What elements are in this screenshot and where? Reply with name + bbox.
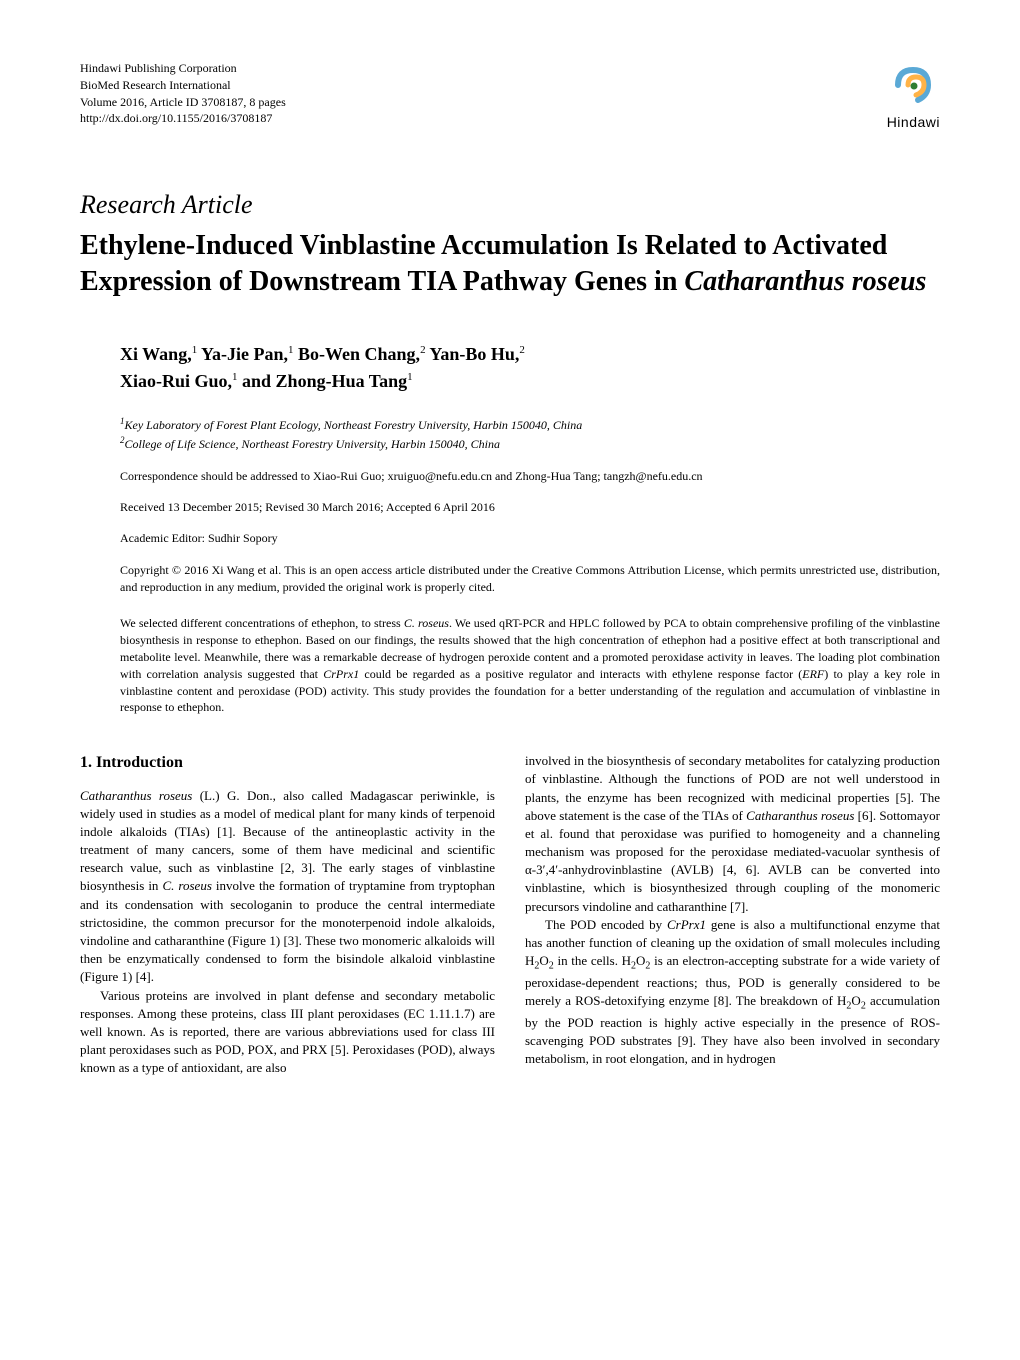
affiliations: 1Key Laboratory of Forest Plant Ecology,… [80,415,940,453]
header: Hindawi Publishing Corporation BioMed Re… [80,60,940,130]
author-affil-sup: 1 [407,371,413,383]
body-gene: CrPrx1 [667,917,706,932]
abstract-text: We selected different concentrations of … [120,616,404,630]
authors-list: Xi Wang,1 Ya-Jie Pan,1 Bo-Wen Chang,2 Ya… [80,341,940,395]
abstract-gene: ERF [802,667,824,681]
hindawi-logo-text: Hindawi [887,114,940,130]
body-paragraph: Catharanthus roseus (L.) G. Don., also c… [80,787,495,987]
body-paragraph: The POD encoded by CrPrx1 gene is also a… [525,916,940,1068]
publisher-logo: Hindawi [887,60,940,130]
body-species: Catharanthus roseus [80,788,192,803]
affiliation-text: College of Life Science, Northeast Fores… [125,437,501,451]
right-column: involved in the biosynthesis of secondar… [525,752,940,1077]
body-paragraph: Various proteins are involved in plant d… [80,987,495,1078]
affiliation-text: Key Laboratory of Forest Plant Ecology, … [125,418,583,432]
copyright-notice: Copyright © 2016 Xi Wang et al. This is … [80,562,940,596]
body-text: in the cells. H [554,953,631,968]
correspondence: Correspondence should be addressed to Xi… [80,469,940,484]
section-heading: 1. Introduction [80,752,495,774]
abstract-text: could be regarded as a positive regulato… [359,667,802,681]
author-name: Xi Wang, [120,344,192,364]
body-text: O [539,953,548,968]
body-text: [6]. Sottomayor et al. found that peroxi… [525,808,940,914]
body-species: C. roseus [162,878,211,893]
article-title: Ethylene-Induced Vinblastine Accumulatio… [80,228,940,301]
title-species: Catharanthus roseus [684,266,926,297]
hindawi-logo-icon [888,60,938,110]
abstract-gene: CrPrx1 [323,667,359,681]
left-column: 1. Introduction Catharanthus roseus (L.)… [80,752,495,1077]
author-name: Yan-Bo Hu, [426,344,520,364]
article-type: Research Article [80,190,940,220]
body-text: The POD encoded by [545,917,667,932]
article-dates: Received 13 December 2015; Revised 30 Ma… [80,500,940,515]
author-affil-sup: 2 [519,344,525,356]
author-name: and Zhong-Hua Tang [238,371,408,391]
abstract: We selected different concentrations of … [80,615,940,716]
author-name: Xiao-Rui Guo, [120,371,232,391]
journal-name: BioMed Research International [80,77,286,94]
body-text: O [851,993,860,1008]
body-columns: 1. Introduction Catharanthus roseus (L.)… [80,752,940,1077]
abstract-species: C. roseus [404,616,449,630]
academic-editor: Academic Editor: Sudhir Sopory [80,531,940,546]
body-text: O [636,953,645,968]
body-species: Catharanthus roseus [746,808,854,823]
doi-link: http://dx.doi.org/10.1155/2016/3708187 [80,110,286,127]
author-name: Bo-Wen Chang, [294,344,421,364]
author-name: Ya-Jie Pan, [197,344,288,364]
publication-info: Hindawi Publishing Corporation BioMed Re… [80,60,286,127]
body-text: involve the formation of tryptamine from… [80,878,495,984]
publisher-name: Hindawi Publishing Corporation [80,60,286,77]
volume-info: Volume 2016, Article ID 3708187, 8 pages [80,94,286,111]
body-paragraph: involved in the biosynthesis of secondar… [525,752,940,916]
